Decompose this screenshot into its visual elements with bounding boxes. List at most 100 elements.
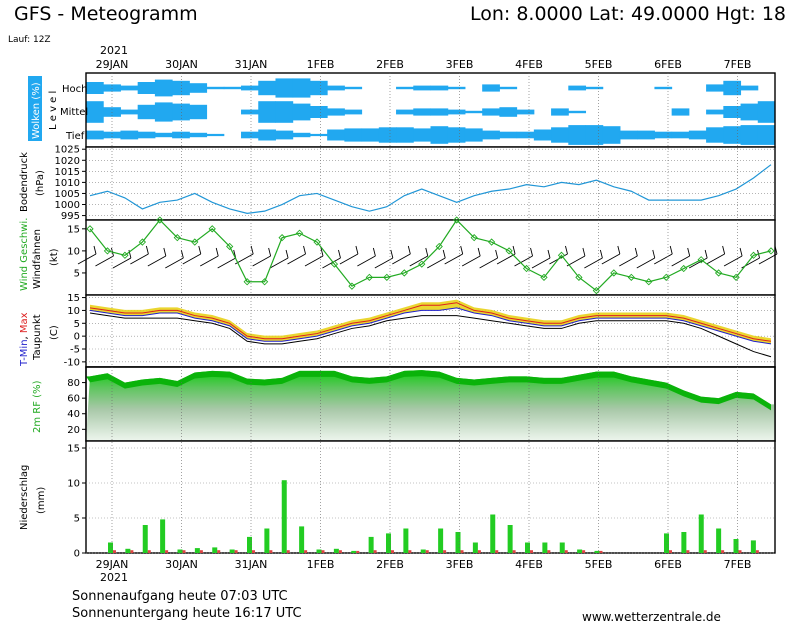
cloud-cell xyxy=(706,109,724,115)
cloud-cell xyxy=(706,127,724,143)
precip-bar xyxy=(194,548,200,553)
wind-barb-flag xyxy=(599,249,603,259)
cloud-cell xyxy=(275,130,294,140)
cloud-cell xyxy=(206,133,225,137)
humidity-top-band xyxy=(86,370,771,411)
wind-marker xyxy=(732,273,740,281)
precip-bar-strat xyxy=(477,550,481,553)
cloud-cell xyxy=(344,86,363,90)
precip-bar-strat xyxy=(530,550,533,553)
cloud-cell xyxy=(189,83,208,93)
cloud-cell xyxy=(154,102,173,122)
cloud-cell xyxy=(292,132,311,138)
cloud-cell xyxy=(430,108,449,116)
precip-bar-strat xyxy=(686,550,690,553)
precip-bar-strat xyxy=(738,550,742,553)
cloud-cell xyxy=(120,130,139,140)
cloud-cell xyxy=(585,86,604,90)
wind-barb-staff xyxy=(619,255,638,267)
wind-marker xyxy=(348,282,356,290)
precip-bar-strat xyxy=(252,550,255,553)
wind-marker xyxy=(575,273,583,281)
wind-marker xyxy=(260,278,269,286)
precip-bar-strat xyxy=(512,550,516,553)
wind-barb-staff xyxy=(130,253,149,265)
wind-barb-flag xyxy=(250,245,254,255)
precip-bar xyxy=(368,536,374,553)
wind-marker xyxy=(226,242,234,251)
wind-marker xyxy=(191,238,199,246)
precip-bar xyxy=(160,519,166,553)
cloud-cell xyxy=(413,128,431,142)
wind-markers xyxy=(86,216,775,295)
wind-marker xyxy=(592,286,601,295)
wind-barb-flag xyxy=(215,247,219,257)
wind-barb-staff xyxy=(339,253,359,265)
cloud-cell xyxy=(103,131,121,139)
cloud-cell xyxy=(344,128,363,142)
precip-bar xyxy=(507,525,513,553)
precip-bar xyxy=(577,549,583,553)
cloud-cell xyxy=(688,130,707,140)
cloud-cell xyxy=(189,104,208,120)
cloud-cell xyxy=(568,85,587,91)
wind-marker xyxy=(697,256,705,264)
temp-max-line xyxy=(89,302,772,342)
website-link[interactable]: www.wetterzentrale.de xyxy=(582,610,721,624)
cloud-cell xyxy=(706,84,724,92)
y-tick-label: 20 xyxy=(67,425,80,436)
wind-marker xyxy=(714,269,723,277)
precip-bar xyxy=(455,532,461,553)
wind-barb-flag xyxy=(390,249,394,259)
wind-barb-flag xyxy=(722,245,726,255)
cloud-cell xyxy=(723,106,742,118)
date-label-top: 6FEB xyxy=(654,58,682,71)
y-tick-label: 1005 xyxy=(55,189,80,200)
date-label-top: 29JAN xyxy=(96,58,129,71)
wind-barb-flag xyxy=(355,245,359,255)
precip-bar-strat xyxy=(721,550,725,553)
wind-marker xyxy=(662,273,670,281)
precip-bar xyxy=(299,526,305,553)
wind-barb-staff xyxy=(444,253,463,265)
wind-barb-staff xyxy=(95,255,114,267)
temp-ylabel2: Taupunkt xyxy=(32,314,43,361)
wind-barb-staff xyxy=(636,257,655,269)
wind-barb-flag xyxy=(372,247,376,257)
wind-barb-staff xyxy=(200,255,219,267)
y-tick-label: 15 xyxy=(67,224,80,235)
date-label-bottom: 4FEB xyxy=(515,558,543,571)
date-label-top: 1FEB xyxy=(307,58,335,71)
cloud-cell xyxy=(723,80,742,96)
wind-marker xyxy=(400,269,408,277)
precip-bar-strat xyxy=(408,550,412,553)
y-tick-label: -10 xyxy=(64,357,80,368)
cloud-cell xyxy=(447,109,466,115)
wind-ylabel: Wind Geschwi. xyxy=(19,218,30,291)
cloud-cell xyxy=(309,133,328,137)
cloud-cell xyxy=(378,127,397,143)
cloud-cell xyxy=(671,108,690,116)
date-label-top: 31JAN xyxy=(235,58,268,71)
cloud-cell xyxy=(154,132,173,138)
cloud-cell xyxy=(206,86,225,90)
wind-barb-staff xyxy=(182,253,201,265)
cloud-cell xyxy=(327,129,345,141)
wind-barb-staff xyxy=(706,253,725,265)
cloud-cell xyxy=(740,125,759,145)
pressure-grid xyxy=(86,148,775,216)
wind-barb-flag xyxy=(407,245,411,255)
wind-marker xyxy=(767,247,775,255)
cloud-cell xyxy=(568,110,587,114)
date-label-top: 4FEB xyxy=(515,58,543,71)
pressure-panel-border xyxy=(85,146,776,221)
date-label-bottom: 5FEB xyxy=(585,558,613,571)
cloud-cell xyxy=(172,80,190,96)
precip-bar xyxy=(316,549,322,553)
y-tick-label: 1020 xyxy=(55,156,80,167)
wind-marker xyxy=(86,225,94,233)
wind-barb-flag xyxy=(180,249,184,259)
precip-bar xyxy=(594,550,600,553)
date-label-bottom: 7FEB xyxy=(724,558,752,571)
wind-marker xyxy=(610,269,618,277)
